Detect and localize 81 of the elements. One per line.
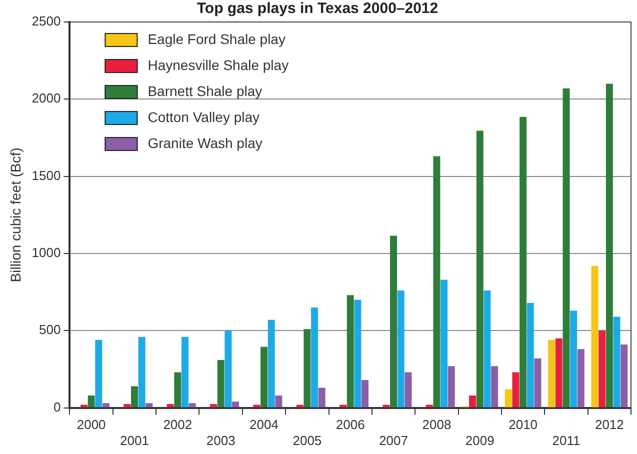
bar [491, 366, 498, 408]
bar [354, 300, 362, 408]
bar [304, 329, 311, 408]
bar [534, 358, 542, 408]
y-tick-label: 2500 [32, 14, 61, 29]
bar [426, 404, 433, 408]
bar [620, 344, 628, 408]
bar [95, 340, 102, 408]
y-tick-label: 1000 [32, 245, 61, 260]
bar [346, 295, 354, 408]
bar [484, 290, 491, 408]
x-tick-label: 2002 [163, 417, 192, 432]
bar [275, 395, 282, 408]
bar [606, 84, 613, 408]
chart-title: Top gas plays in Texas 2000–2012 [196, 0, 438, 18]
bar [555, 338, 562, 408]
x-tick-label: 2010 [508, 417, 538, 432]
bar [433, 156, 440, 408]
bar [390, 236, 398, 408]
bar [448, 366, 455, 408]
bar [476, 130, 484, 408]
x-tick-label: 2008 [422, 417, 452, 432]
legend-label: Granite Wash play [148, 134, 262, 151]
legend-label: Eagle Ford Shale play [148, 30, 286, 47]
x-tick-label: 2003 [206, 432, 236, 448]
y-axis-title: Billion cubic feet (Bcf) [7, 148, 24, 282]
bar [296, 404, 304, 408]
bar [88, 395, 95, 408]
bar [397, 290, 404, 408]
x-tick-label: 2009 [465, 432, 494, 448]
y-tick-label: 0 [53, 399, 61, 414]
bar [80, 404, 88, 408]
bar [210, 404, 217, 408]
bar [232, 402, 239, 408]
x-tick-label: 2001 [120, 432, 149, 448]
x-tick-label: 2005 [292, 432, 322, 448]
bar [318, 388, 326, 408]
x-tick-label: 2007 [379, 432, 408, 448]
legend-label: Cotton Valley play [148, 108, 260, 125]
bar [130, 386, 138, 408]
y-tick-label: 1500 [32, 168, 61, 183]
bar [311, 307, 318, 408]
bar [526, 302, 534, 408]
x-tick-label: 2006 [336, 417, 365, 432]
bar [188, 403, 196, 408]
bar [268, 320, 275, 408]
bar [382, 404, 390, 408]
y-tick-label: 500 [39, 322, 61, 338]
bar [613, 316, 620, 408]
bar [340, 404, 347, 408]
bar [182, 336, 188, 408]
bar [598, 330, 606, 408]
bar [570, 310, 578, 408]
x-tick-label: 2011 [552, 432, 580, 448]
bar [224, 330, 232, 408]
x-tick-label: 2004 [250, 417, 278, 432]
bar [577, 349, 584, 408]
bar [260, 346, 268, 408]
bar [102, 403, 110, 408]
legend-label: Barnett Shale play [148, 82, 262, 99]
bar [174, 372, 182, 408]
bar [166, 404, 174, 408]
bar [440, 280, 448, 408]
bar [138, 336, 146, 408]
bar [146, 403, 153, 408]
bar [504, 389, 512, 408]
legend-label: Haynesville Shale play [148, 56, 289, 73]
bar [124, 404, 131, 408]
x-tick-label: 2000 [76, 417, 106, 432]
bar [520, 116, 527, 408]
bar [469, 395, 476, 408]
y-tick-label: 2000 [32, 90, 61, 106]
bar [404, 372, 412, 408]
bar [562, 88, 570, 408]
bar [591, 266, 598, 408]
bar [217, 360, 224, 408]
bar [512, 372, 520, 408]
bar [362, 380, 369, 408]
bar [253, 404, 260, 408]
bar [548, 340, 556, 408]
x-tick-label: 2012 [594, 417, 624, 432]
